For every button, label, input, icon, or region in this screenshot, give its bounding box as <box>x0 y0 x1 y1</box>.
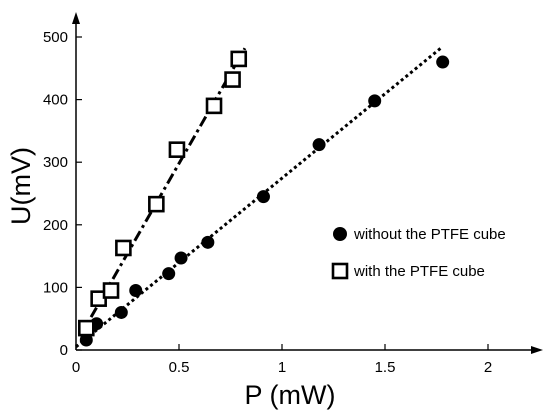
y-axis-label: U(mV) <box>6 147 36 225</box>
legend-item-with-ptfe: with the PTFE cube <box>331 262 485 280</box>
data-point-without-ptfe <box>162 267 176 281</box>
data-point-without-ptfe <box>129 284 143 298</box>
data-point-without-ptfe <box>368 94 382 108</box>
data-point-with-ptfe <box>148 195 165 213</box>
legend: without the PTFE cube with the PTFE cube <box>331 226 506 280</box>
legend-label-without-ptfe: without the PTFE cube <box>353 226 506 243</box>
y-tick-label: 400 <box>43 92 68 109</box>
data-point-without-ptfe <box>174 251 188 265</box>
data-point-with-ptfe <box>102 282 120 299</box>
data-point-without-ptfe <box>79 333 93 347</box>
data-point-without-ptfe <box>312 138 326 152</box>
y-tick-label: 300 <box>43 154 68 171</box>
data-point-with-ptfe <box>78 319 95 337</box>
legend-marker-filled-circle <box>333 227 347 241</box>
data-point-without-ptfe <box>256 190 270 204</box>
x-tick-label: 0 <box>72 359 80 376</box>
ticks: 0 100 200 300 400 500 0 0.5 1 1.5 2 <box>43 29 492 376</box>
data-point-with-ptfe <box>230 50 248 68</box>
x-tick-label: 1 <box>278 359 286 376</box>
data-point-with-ptfe <box>168 141 186 158</box>
data-point-without-ptfe <box>436 55 450 69</box>
x-tick-label: 0.5 <box>169 359 190 376</box>
markers <box>78 50 450 347</box>
data-point-with-ptfe <box>205 97 223 115</box>
legend-label-with-ptfe: with the PTFE cube <box>353 263 485 280</box>
x-axis-label: P (mW) <box>245 380 336 410</box>
y-axis-arrow <box>72 12 80 24</box>
data-point-without-ptfe <box>201 235 215 249</box>
y-tick-label: 200 <box>43 217 68 234</box>
y-tick-label: 100 <box>43 279 68 296</box>
x-tick-label: 1.5 <box>375 359 396 376</box>
data-point-with-ptfe <box>115 239 132 257</box>
legend-item-without-ptfe: without the PTFE cube <box>333 226 506 243</box>
y-tick-label: 500 <box>43 29 68 46</box>
x-tick-label: 2 <box>484 359 492 376</box>
x-axis-arrow <box>531 346 543 354</box>
axes <box>72 12 543 354</box>
legend-marker-open-square <box>331 262 349 280</box>
data-point-with-ptfe <box>224 71 241 88</box>
data-point-without-ptfe <box>114 305 128 319</box>
y-tick-label: 0 <box>60 342 68 359</box>
